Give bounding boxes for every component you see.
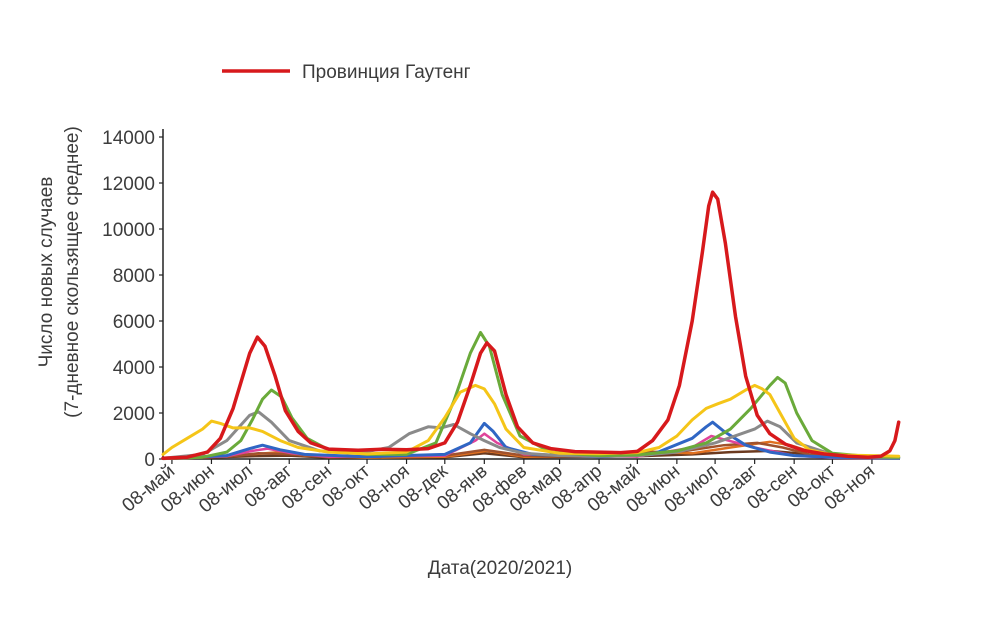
- x-axis: 08-май08-июн08-июл08-авг08-сен08-окт08-н…: [118, 458, 900, 518]
- y-tick-label: 6000: [113, 312, 155, 333]
- x-axis-title-text: Дата(2020/2021): [428, 558, 573, 579]
- y-tick-label: 0: [144, 450, 155, 471]
- y-tick-label: 10000: [102, 220, 155, 241]
- series-layer: [161, 190, 901, 461]
- legend-label: Провинция Гаутенг: [302, 62, 471, 83]
- y-tick-label: 8000: [113, 266, 155, 287]
- series-line-0: [161, 190, 901, 461]
- series-line-1: [161, 383, 901, 458]
- series-line-3: [161, 410, 901, 460]
- y-axis-title-line2: (7-дневное скользящее среднее): [62, 126, 83, 418]
- y-tick-label: 14000: [102, 128, 155, 149]
- x-axis-title: Дата(2020/2021): [428, 558, 573, 579]
- y-axis-title: Число новых случаев (7-дневное скользящее…: [36, 126, 83, 418]
- y-axis: 0 2000 4000 6000 8000 10000 12000 14000: [102, 128, 164, 471]
- y-tick-label: 12000: [102, 174, 155, 195]
- y-tick-label: 4000: [113, 358, 155, 379]
- legend: Провинция Гаутенг: [222, 62, 471, 83]
- y-tick-label: 2000: [113, 404, 155, 425]
- y-axis-title-line1: Число новых случаев: [36, 177, 57, 368]
